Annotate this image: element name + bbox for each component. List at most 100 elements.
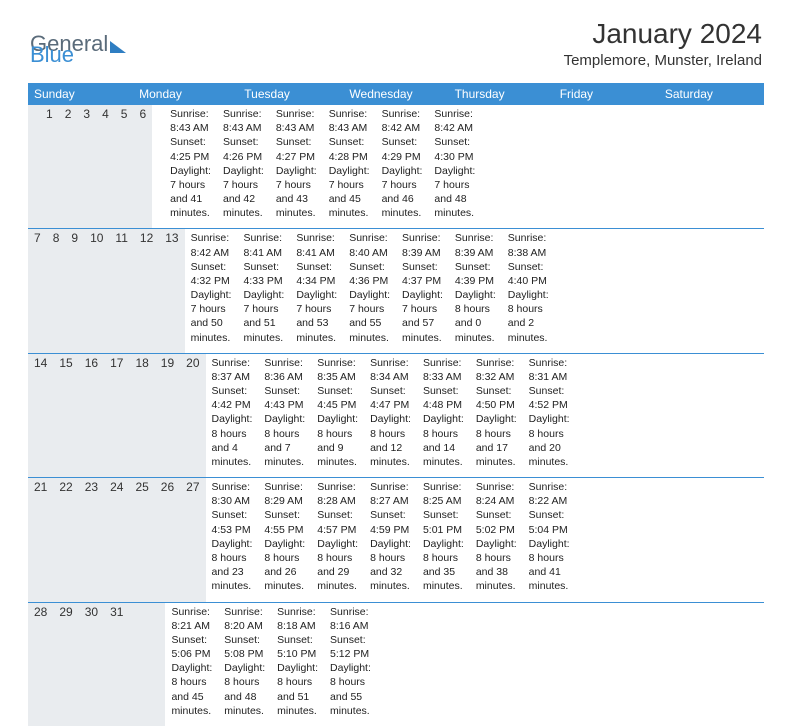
- daylight-text: Daylight: 8 hours and 41 minutes.: [529, 537, 570, 594]
- daylight-text: Daylight: 8 hours and 20 minutes.: [529, 412, 570, 469]
- day-cell: Sunrise: 8:38 AMSunset: 4:40 PMDaylight:…: [502, 229, 555, 352]
- daylight-text: Daylight: 7 hours and 53 minutes.: [296, 288, 337, 345]
- day-number: 13: [159, 229, 184, 352]
- sunset-text: Sunset: 4:27 PM: [276, 135, 317, 163]
- sunset-text: Sunset: 4:42 PM: [212, 384, 253, 412]
- day-cell: Sunrise: 8:27 AMSunset: 4:59 PMDaylight:…: [364, 478, 417, 601]
- daylight-text: Daylight: 8 hours and 14 minutes.: [423, 412, 464, 469]
- day-cell: Sunrise: 8:39 AMSunset: 4:39 PMDaylight:…: [449, 229, 502, 352]
- sunrise-text: Sunrise: 8:22 AM: [529, 480, 570, 508]
- day-cell: Sunrise: 8:43 AMSunset: 4:28 PMDaylight:…: [323, 105, 376, 228]
- daylight-text: Daylight: 8 hours and 9 minutes.: [317, 412, 358, 469]
- day-cell: Sunrise: 8:32 AMSunset: 4:50 PMDaylight:…: [470, 354, 523, 477]
- sunrise-text: Sunrise: 8:36 AM: [264, 356, 305, 384]
- logo-text-2: Blue: [30, 42, 74, 67]
- sunset-text: Sunset: 5:10 PM: [277, 633, 318, 661]
- weekday-header: Monday: [133, 83, 238, 105]
- logo-line2: Blue: [30, 42, 74, 68]
- sunset-text: Sunset: 4:59 PM: [370, 508, 411, 536]
- day-cell: Sunrise: 8:42 AMSunset: 4:32 PMDaylight:…: [185, 229, 238, 352]
- day-number: 22: [53, 478, 78, 601]
- daynum-row: 21222324252627: [28, 478, 206, 601]
- week-body-row: Sunrise: 8:43 AMSunset: 4:25 PMDaylight:…: [152, 105, 481, 228]
- day-cell: Sunrise: 8:36 AMSunset: 4:43 PMDaylight:…: [258, 354, 311, 477]
- daylight-text: Daylight: 7 hours and 45 minutes.: [329, 164, 370, 221]
- daylight-text: Daylight: 7 hours and 51 minutes.: [243, 288, 284, 345]
- week-body-row: Sunrise: 8:42 AMSunset: 4:32 PMDaylight:…: [185, 229, 555, 352]
- day-cell: Sunrise: 8:28 AMSunset: 4:57 PMDaylight:…: [311, 478, 364, 601]
- daylight-text: Daylight: 7 hours and 57 minutes.: [402, 288, 443, 345]
- daylight-text: Daylight: 8 hours and 17 minutes.: [476, 412, 517, 469]
- day-number: 25: [129, 478, 154, 601]
- daylight-text: Daylight: 8 hours and 23 minutes.: [212, 537, 253, 594]
- daylight-text: Daylight: 8 hours and 0 minutes.: [455, 288, 496, 345]
- day-cell: Sunrise: 8:22 AMSunset: 5:04 PMDaylight:…: [523, 478, 576, 601]
- daylight-text: Daylight: 7 hours and 41 minutes.: [170, 164, 211, 221]
- daylight-text: Daylight: 7 hours and 55 minutes.: [349, 288, 390, 345]
- day-cell: Sunrise: 8:25 AMSunset: 5:01 PMDaylight:…: [417, 478, 470, 601]
- sunset-text: Sunset: 5:06 PM: [171, 633, 212, 661]
- day-number: 11: [109, 229, 133, 352]
- day-cell: [377, 603, 389, 726]
- day-number: 31: [104, 603, 129, 726]
- sunrise-text: Sunrise: 8:24 AM: [476, 480, 517, 508]
- sunset-text: Sunset: 4:32 PM: [191, 260, 232, 288]
- sunrise-text: Sunrise: 8:18 AM: [277, 605, 318, 633]
- sunset-text: Sunset: 5:01 PM: [423, 508, 464, 536]
- daylight-text: Daylight: 8 hours and 35 minutes.: [423, 537, 464, 594]
- day-cell: [389, 603, 401, 726]
- daylight-text: Daylight: 8 hours and 7 minutes.: [264, 412, 305, 469]
- daylight-text: Daylight: 8 hours and 4 minutes.: [212, 412, 253, 469]
- day-cell: Sunrise: 8:43 AMSunset: 4:25 PMDaylight:…: [164, 105, 217, 228]
- day-cell: Sunrise: 8:24 AMSunset: 5:02 PMDaylight:…: [470, 478, 523, 601]
- day-number: 2: [59, 105, 78, 228]
- day-number: 9: [65, 229, 84, 352]
- sunrise-text: Sunrise: 8:43 AM: [329, 107, 370, 135]
- day-number: 15: [53, 354, 78, 477]
- day-number: 20: [180, 354, 205, 477]
- daynum-row: 123456: [28, 105, 152, 228]
- day-number: 3: [77, 105, 96, 228]
- sunrise-text: Sunrise: 8:28 AM: [317, 480, 358, 508]
- sunset-text: Sunset: 4:57 PM: [317, 508, 358, 536]
- weekday-header: Thursday: [449, 83, 554, 105]
- day-number: 30: [79, 603, 104, 726]
- day-number: 28: [28, 603, 53, 726]
- day-cell: Sunrise: 8:20 AMSunset: 5:08 PMDaylight:…: [218, 603, 271, 726]
- day-cell: Sunrise: 8:37 AMSunset: 4:42 PMDaylight:…: [206, 354, 259, 477]
- day-cell: [401, 603, 413, 726]
- week-row: 28293031Sunrise: 8:21 AMSunset: 5:06 PMD…: [28, 603, 764, 726]
- day-number: 27: [180, 478, 205, 601]
- sunrise-text: Sunrise: 8:39 AM: [455, 231, 496, 259]
- daylight-text: Daylight: 7 hours and 46 minutes.: [382, 164, 423, 221]
- sunset-text: Sunset: 4:39 PM: [455, 260, 496, 288]
- day-cell: Sunrise: 8:43 AMSunset: 4:27 PMDaylight:…: [270, 105, 323, 228]
- sunset-text: Sunset: 4:53 PM: [212, 508, 253, 536]
- day-number: 8: [47, 229, 66, 352]
- daylight-text: Daylight: 7 hours and 43 minutes.: [276, 164, 317, 221]
- day-number: 14: [28, 354, 53, 477]
- week-row: 14151617181920Sunrise: 8:37 AMSunset: 4:…: [28, 354, 764, 478]
- day-cell: Sunrise: 8:42 AMSunset: 4:30 PMDaylight:…: [428, 105, 481, 228]
- daylight-text: Daylight: 8 hours and 48 minutes.: [224, 661, 265, 718]
- sunrise-text: Sunrise: 8:20 AM: [224, 605, 265, 633]
- day-cell: Sunrise: 8:41 AMSunset: 4:34 PMDaylight:…: [290, 229, 343, 352]
- daylight-text: Daylight: 8 hours and 26 minutes.: [264, 537, 305, 594]
- sunrise-text: Sunrise: 8:38 AM: [508, 231, 549, 259]
- sunrise-text: Sunrise: 8:43 AM: [170, 107, 211, 135]
- sunrise-text: Sunrise: 8:41 AM: [296, 231, 337, 259]
- day-number: 21: [28, 478, 53, 601]
- day-cell: Sunrise: 8:21 AMSunset: 5:06 PMDaylight:…: [165, 603, 218, 726]
- day-cell: Sunrise: 8:33 AMSunset: 4:48 PMDaylight:…: [417, 354, 470, 477]
- daylight-text: Daylight: 8 hours and 2 minutes.: [508, 288, 549, 345]
- daylight-text: Daylight: 8 hours and 32 minutes.: [370, 537, 411, 594]
- sunrise-text: Sunrise: 8:27 AM: [370, 480, 411, 508]
- day-number: 10: [84, 229, 109, 352]
- sunset-text: Sunset: 4:37 PM: [402, 260, 443, 288]
- day-number: 4: [96, 105, 115, 228]
- sunset-text: Sunset: 5:08 PM: [224, 633, 265, 661]
- sunrise-text: Sunrise: 8:40 AM: [349, 231, 390, 259]
- day-number: [141, 603, 153, 726]
- sunset-text: Sunset: 4:36 PM: [349, 260, 390, 288]
- day-number: 26: [155, 478, 180, 601]
